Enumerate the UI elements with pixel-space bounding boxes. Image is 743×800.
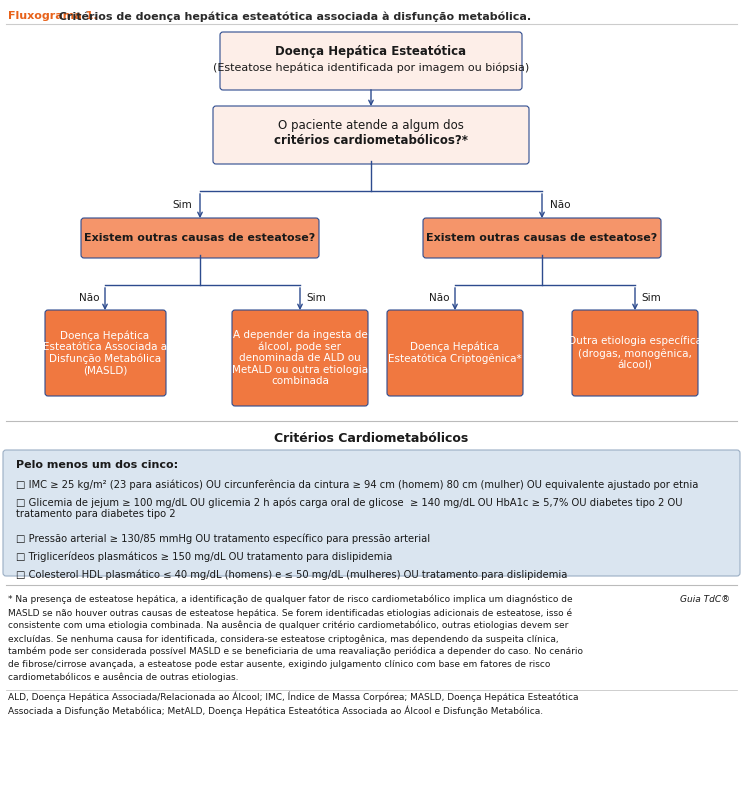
Text: Critérios Cardiometabólicos: Critérios Cardiometabólicos bbox=[274, 433, 468, 446]
Text: □ Triglicerídeos plasmáticos ≥ 150 mg/dL OU tratamento para dislipidemia: □ Triglicerídeos plasmáticos ≥ 150 mg/dL… bbox=[16, 551, 392, 562]
Text: Guia TdC®: Guia TdC® bbox=[680, 595, 730, 604]
Text: ALD, Doença Hepática Associada/Relacionada ao Álcool; IMC, Índice de Massa Corpó: ALD, Doença Hepática Associada/Relaciona… bbox=[8, 692, 579, 702]
Text: Doença Hepática
Esteatótica Criptogênica*: Doença Hepática Esteatótica Criptogênica… bbox=[388, 342, 522, 364]
Text: □ Glicemia de jejum ≥ 100 mg/dL OU glicemia 2 h após carga oral de glicose  ≥ 14: □ Glicemia de jejum ≥ 100 mg/dL OU glice… bbox=[16, 497, 683, 519]
Text: Existem outras causas de esteatose?: Existem outras causas de esteatose? bbox=[426, 233, 658, 243]
Text: Não: Não bbox=[429, 293, 449, 303]
Text: Sim: Sim bbox=[641, 293, 661, 303]
Text: □ Colesterol HDL plasmático ≤ 40 mg/dL (homens) e ≤ 50 mg/dL (mulheres) OU trata: □ Colesterol HDL plasmático ≤ 40 mg/dL (… bbox=[16, 569, 568, 579]
Text: também pode ser considerada possível MASLD e se beneficiaria de uma reavaliação : também pode ser considerada possível MAS… bbox=[8, 647, 583, 657]
Text: cardiometabólicos e ausência de outras etiologias.: cardiometabólicos e ausência de outras e… bbox=[8, 673, 239, 682]
Text: Não: Não bbox=[79, 293, 99, 303]
FancyBboxPatch shape bbox=[81, 218, 319, 258]
Text: de fibrose/cirrose avançada, a esteatose pode estar ausente, exigindo julgamento: de fibrose/cirrose avançada, a esteatose… bbox=[8, 660, 551, 669]
Text: Pelo menos um dos cinco:: Pelo menos um dos cinco: bbox=[16, 460, 178, 470]
Text: Existem outras causas de esteatose?: Existem outras causas de esteatose? bbox=[85, 233, 316, 243]
FancyBboxPatch shape bbox=[423, 218, 661, 258]
Text: Doença Hepática Esteatótica: Doença Hepática Esteatótica bbox=[276, 45, 467, 58]
FancyBboxPatch shape bbox=[213, 106, 529, 164]
FancyBboxPatch shape bbox=[232, 310, 368, 406]
Text: consistente com uma etiologia combinada. Na ausência de qualquer critério cardio: consistente com uma etiologia combinada.… bbox=[8, 621, 568, 630]
Text: □ Pressão arterial ≥ 130/85 mmHg OU tratamento específico para pressão arterial: □ Pressão arterial ≥ 130/85 mmHg OU trat… bbox=[16, 533, 430, 543]
Text: Associada a Disfunção Metabólica; MetALD, Doença Hepática Esteatótica Associada : Associada a Disfunção Metabólica; MetALD… bbox=[8, 705, 543, 715]
Text: □ IMC ≥ 25 kg/m² (23 para asiáticos) OU circunferência da cintura ≥ 94 cm (homem: □ IMC ≥ 25 kg/m² (23 para asiáticos) OU … bbox=[16, 479, 698, 490]
Text: Critérios de doença hepática esteatótica associada à disfunção metabólica.: Critérios de doença hepática esteatótica… bbox=[55, 11, 531, 22]
Text: Doença Hepática
Esteatótica Associada a
Disfunção Metabólica
(MASLD): Doença Hepática Esteatótica Associada a … bbox=[43, 330, 167, 376]
FancyBboxPatch shape bbox=[387, 310, 523, 396]
Text: Sim: Sim bbox=[172, 200, 192, 210]
Text: * Na presença de esteatose hepática, a identificação de qualquer fator de risco : * Na presença de esteatose hepática, a i… bbox=[8, 595, 573, 605]
Text: Fluxograma 1.: Fluxograma 1. bbox=[8, 11, 97, 21]
FancyBboxPatch shape bbox=[220, 32, 522, 90]
FancyBboxPatch shape bbox=[45, 310, 166, 396]
Text: Outra etiologia específica
(drogas, monogênica,
álcool): Outra etiologia específica (drogas, mono… bbox=[568, 336, 702, 370]
Text: (Esteatose hepática identificada por imagem ou biópsia): (Esteatose hepática identificada por ima… bbox=[213, 62, 529, 74]
Text: Não: Não bbox=[550, 200, 571, 210]
FancyBboxPatch shape bbox=[572, 310, 698, 396]
Text: A depender da ingesta de
álcool, pode ser
denominada de ALD ou
MetALD ou outra e: A depender da ingesta de álcool, pode se… bbox=[232, 330, 368, 386]
Text: MASLD se não houver outras causas de esteatose hepática. Se forem identificadas : MASLD se não houver outras causas de est… bbox=[8, 608, 572, 618]
Text: Sim: Sim bbox=[306, 293, 325, 303]
Text: critérios cardiometabólicos?*: critérios cardiometabólicos?* bbox=[274, 134, 468, 147]
Text: O paciente atende a algum dos: O paciente atende a algum dos bbox=[278, 118, 464, 131]
Text: excluídas. Se nenhuma causa for identificada, considera-se esteatose criptogênic: excluídas. Se nenhuma causa for identifi… bbox=[8, 634, 559, 643]
FancyBboxPatch shape bbox=[3, 450, 740, 576]
